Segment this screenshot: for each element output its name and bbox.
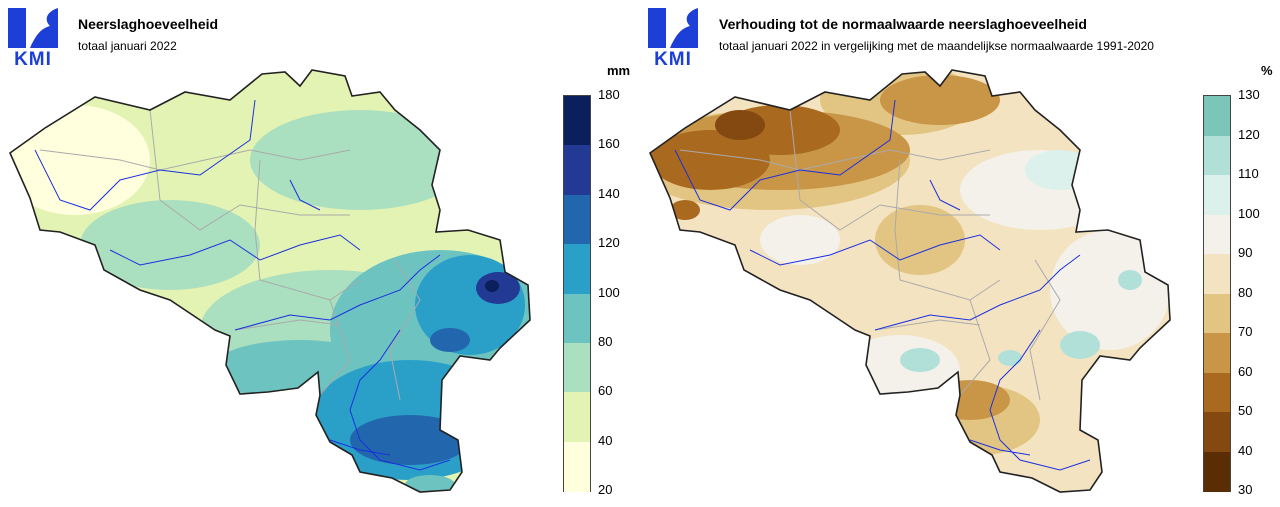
legend-bin bbox=[1204, 451, 1230, 492]
legend-tick-label: 160 bbox=[598, 136, 620, 152]
legend-tick-label: 140 bbox=[598, 185, 620, 201]
legend-tick-label: 130 bbox=[1238, 87, 1260, 102]
logo-text: KMI bbox=[14, 49, 52, 70]
legend-bin bbox=[1204, 214, 1230, 255]
precipitation-map bbox=[9, 69, 531, 493]
legend-bin bbox=[1204, 135, 1230, 176]
legend-tick-label: 20 bbox=[598, 482, 613, 497]
legend-tick-label: 90 bbox=[1238, 245, 1253, 260]
legend-tick-label: 110 bbox=[1238, 166, 1259, 181]
legend-tick-label: 120 bbox=[1238, 126, 1260, 142]
legend-bin bbox=[564, 392, 590, 443]
legend-bin bbox=[564, 293, 590, 344]
map-title: Verhouding tot de normaalwaarde neerslag… bbox=[719, 16, 1087, 32]
legend-tick-label: 50 bbox=[1238, 403, 1253, 418]
legend-unit: % bbox=[1261, 63, 1273, 78]
legend-tick-label: 100 bbox=[598, 284, 620, 300]
legend-bin bbox=[1204, 175, 1230, 215]
legend-tick-label: 120 bbox=[598, 235, 620, 251]
legend-bin bbox=[1204, 412, 1230, 452]
legend-bin bbox=[564, 441, 590, 492]
kmi-logo-icon bbox=[648, 8, 698, 48]
legend-bin bbox=[564, 194, 590, 245]
legend-bin bbox=[564, 96, 590, 146]
legend-tick-label: 180 bbox=[598, 87, 620, 102]
legend-bin bbox=[1204, 293, 1230, 334]
legend-unit: mm bbox=[607, 63, 631, 78]
legend-tick-label: 30 bbox=[1238, 482, 1253, 497]
map-subtitle: totaal januari 2022 bbox=[78, 39, 177, 53]
legend-bin bbox=[564, 342, 590, 393]
legend-tick-label: 40 bbox=[1238, 442, 1253, 458]
map-subtitle: totaal januari 2022 in vergelijking met … bbox=[719, 39, 1154, 53]
legend-bin bbox=[564, 145, 590, 196]
legend-bin bbox=[564, 244, 590, 294]
ratio-map bbox=[649, 69, 1171, 493]
legend-tick-label: 80 bbox=[1238, 284, 1253, 300]
legend-bin bbox=[1204, 372, 1230, 413]
legend-tick-label: 100 bbox=[1238, 205, 1260, 221]
ratio-legend bbox=[1203, 95, 1231, 492]
legend-tick-label: 60 bbox=[1238, 363, 1253, 379]
logo-text: KMI bbox=[654, 49, 692, 70]
legend-tick-label: 80 bbox=[598, 333, 613, 349]
legend-tick-label: 60 bbox=[598, 383, 613, 399]
legend-bin bbox=[1204, 96, 1230, 136]
left-map-panel: KMI Neerslaghoeveelheid totaal januari 2… bbox=[8, 8, 631, 497]
map-title: Neerslaghoeveelheid bbox=[78, 16, 219, 32]
legend-bin bbox=[1204, 333, 1230, 373]
kmi-logo-icon bbox=[8, 8, 58, 48]
right-map-panel: KMI Verhouding tot de normaalwaarde neer… bbox=[640, 0, 1280, 507]
legend-bin bbox=[1204, 254, 1230, 294]
precipitation-legend bbox=[563, 95, 591, 492]
legend-tick-label: 40 bbox=[598, 432, 613, 448]
legend-tick-label: 70 bbox=[1238, 324, 1253, 339]
